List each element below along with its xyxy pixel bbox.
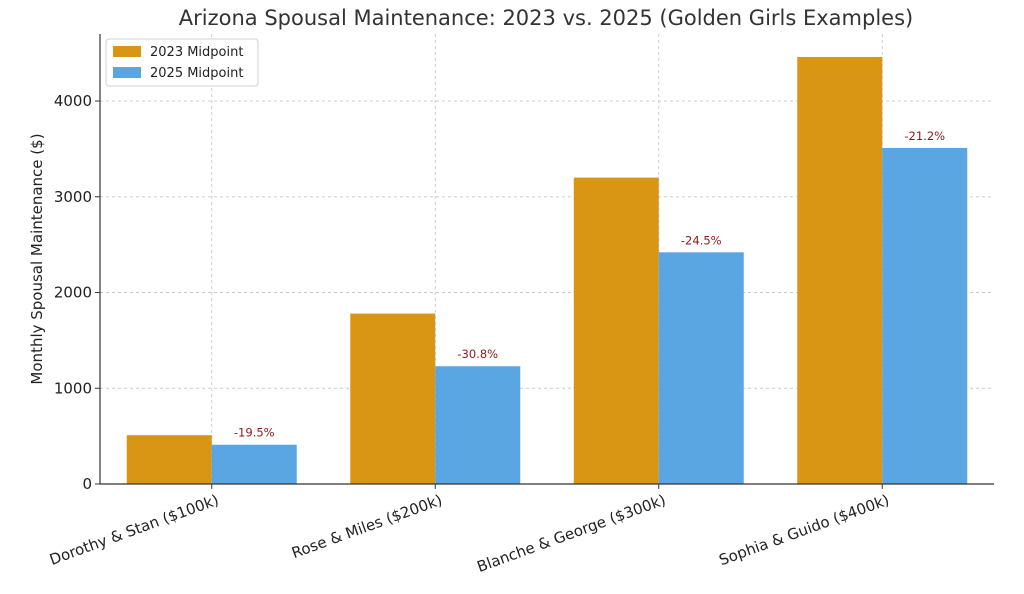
bar-2025 bbox=[658, 252, 744, 484]
bar-2023 bbox=[797, 56, 883, 484]
legend-box bbox=[105, 38, 259, 87]
x-tick-label: Blanche & George ($300k) bbox=[475, 491, 669, 576]
bar-2023 bbox=[350, 313, 436, 484]
legend-swatch bbox=[113, 46, 141, 57]
y-tick-label: 3000 bbox=[54, 188, 92, 206]
y-tick-label: 4000 bbox=[54, 92, 92, 110]
bar-2023 bbox=[573, 177, 659, 485]
percent-change-label: -30.8% bbox=[457, 347, 498, 361]
change-annotations: -19.5% -30.8% -24.5% -21.2% bbox=[234, 129, 945, 440]
percent-change-label: -24.5% bbox=[681, 233, 722, 247]
y-tick-label: 2000 bbox=[54, 284, 92, 302]
y-tick-label: 0 bbox=[82, 475, 92, 493]
y-tick-label: 1000 bbox=[54, 379, 92, 397]
bar-2025 bbox=[435, 366, 521, 484]
x-tick-labels: Dorothy & Stan ($100k) Rose & Miles ($200… bbox=[47, 484, 892, 576]
legend-label: 2023 Midpoint bbox=[150, 45, 243, 60]
legend: 2023 Midpoint 2025 Midpoint bbox=[105, 38, 259, 87]
y-tick-labels: 0 1000 2000 3000 4000 bbox=[54, 92, 100, 493]
y-axis-label: Monthly Spousal Maintenance ($) bbox=[28, 133, 46, 384]
bar-2023 bbox=[126, 435, 212, 484]
chart-title: Arizona Spousal Maintenance: 2023 vs. 20… bbox=[179, 6, 913, 30]
legend-swatch bbox=[113, 67, 141, 78]
x-tick-label: Dorothy & Stan ($100k) bbox=[47, 491, 221, 569]
bar-2025 bbox=[882, 147, 968, 485]
percent-change-label: -19.5% bbox=[234, 426, 275, 440]
legend-label: 2025 Midpoint bbox=[150, 66, 243, 81]
axes bbox=[99, 34, 994, 485]
percent-change-label: -21.2% bbox=[904, 129, 945, 143]
x-tick-label: Sophia & Guido ($400k) bbox=[717, 491, 892, 569]
bar-group bbox=[126, 56, 968, 485]
bar-2025 bbox=[211, 444, 297, 484]
x-tick-label: Rose & Miles ($200k) bbox=[289, 491, 444, 562]
